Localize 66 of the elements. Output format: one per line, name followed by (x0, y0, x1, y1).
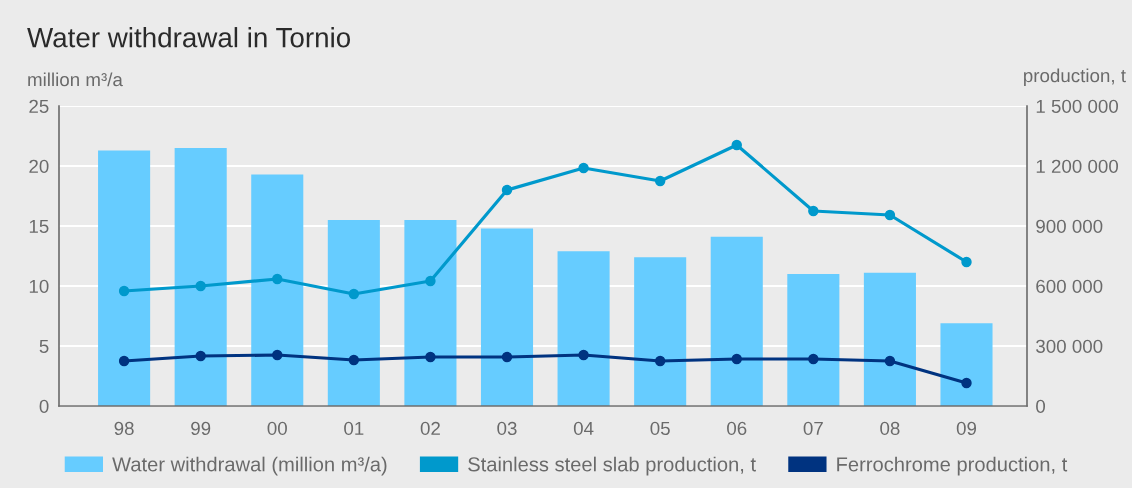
y2-axis-title: production, t (1024, 68, 1126, 86)
bar (634, 257, 687, 406)
y2-tick-label: 900 000 (1036, 219, 1103, 233)
x-tick-label: 07 (803, 421, 823, 436)
legend-label: Water withdrawal (million m³/a) (112, 456, 387, 476)
y-tick-label: 5 (39, 339, 49, 353)
point (731, 139, 742, 151)
x-tick-label: 03 (497, 421, 517, 436)
x-tick-label: 06 (727, 421, 747, 436)
bar (251, 174, 304, 406)
point (118, 285, 130, 297)
point (195, 280, 206, 292)
x-tick-label: 99 (191, 421, 211, 436)
bar (710, 236, 763, 406)
bar (480, 228, 534, 406)
point (272, 273, 283, 285)
point (501, 184, 513, 196)
point (118, 355, 130, 367)
x-tick-label: 09 (956, 421, 977, 436)
point (348, 288, 360, 300)
point (195, 350, 206, 362)
bar (404, 220, 457, 406)
x-tick-label: 00 (267, 421, 287, 436)
legend-label: Stainless steel slab production, t (468, 456, 756, 476)
point (884, 209, 896, 221)
y2-tick-label: 300 000 (1036, 339, 1103, 353)
bar (787, 274, 840, 406)
point (348, 354, 360, 366)
x-tick-label: 98 (114, 421, 134, 436)
bar (940, 323, 993, 406)
point (808, 353, 819, 365)
y-tick-label: 0 (39, 399, 49, 413)
point (731, 353, 742, 365)
y2-tick-label: 600 000 (1036, 279, 1103, 293)
y-tick-label: 15 (29, 219, 49, 233)
y-axis-title: million m³/a (28, 72, 123, 87)
x-tick-label: 02 (420, 421, 440, 436)
point (425, 275, 436, 287)
x-tick-label: 04 (573, 421, 594, 436)
chart-title: Water withdrawal in Tornio (27, 27, 351, 48)
point (654, 175, 666, 187)
point (884, 355, 896, 367)
y2-tick-label: 1 200 000 (1036, 159, 1119, 173)
point (578, 162, 589, 174)
point (808, 205, 819, 217)
point (654, 355, 666, 367)
bar (98, 150, 151, 406)
bar (557, 251, 610, 406)
x-tick-label: 01 (344, 421, 364, 436)
bar (863, 272, 916, 406)
bar (327, 220, 380, 406)
y2-tick-label: 0 (1036, 399, 1046, 413)
point (961, 256, 972, 268)
point (578, 349, 589, 361)
point (961, 377, 972, 389)
x-tick-label: 05 (650, 421, 670, 436)
y-tick-label: 20 (29, 159, 49, 173)
y-tick-label: 25 (29, 99, 49, 113)
bar (174, 148, 227, 406)
point (501, 351, 513, 363)
legend-label: Ferrochrome production, t (837, 456, 1068, 476)
y2-tick-label: 1 500 000 (1036, 99, 1119, 113)
x-tick-label: 08 (880, 421, 900, 436)
y-tick-label: 10 (29, 279, 49, 293)
point (425, 351, 436, 363)
point (272, 349, 283, 361)
